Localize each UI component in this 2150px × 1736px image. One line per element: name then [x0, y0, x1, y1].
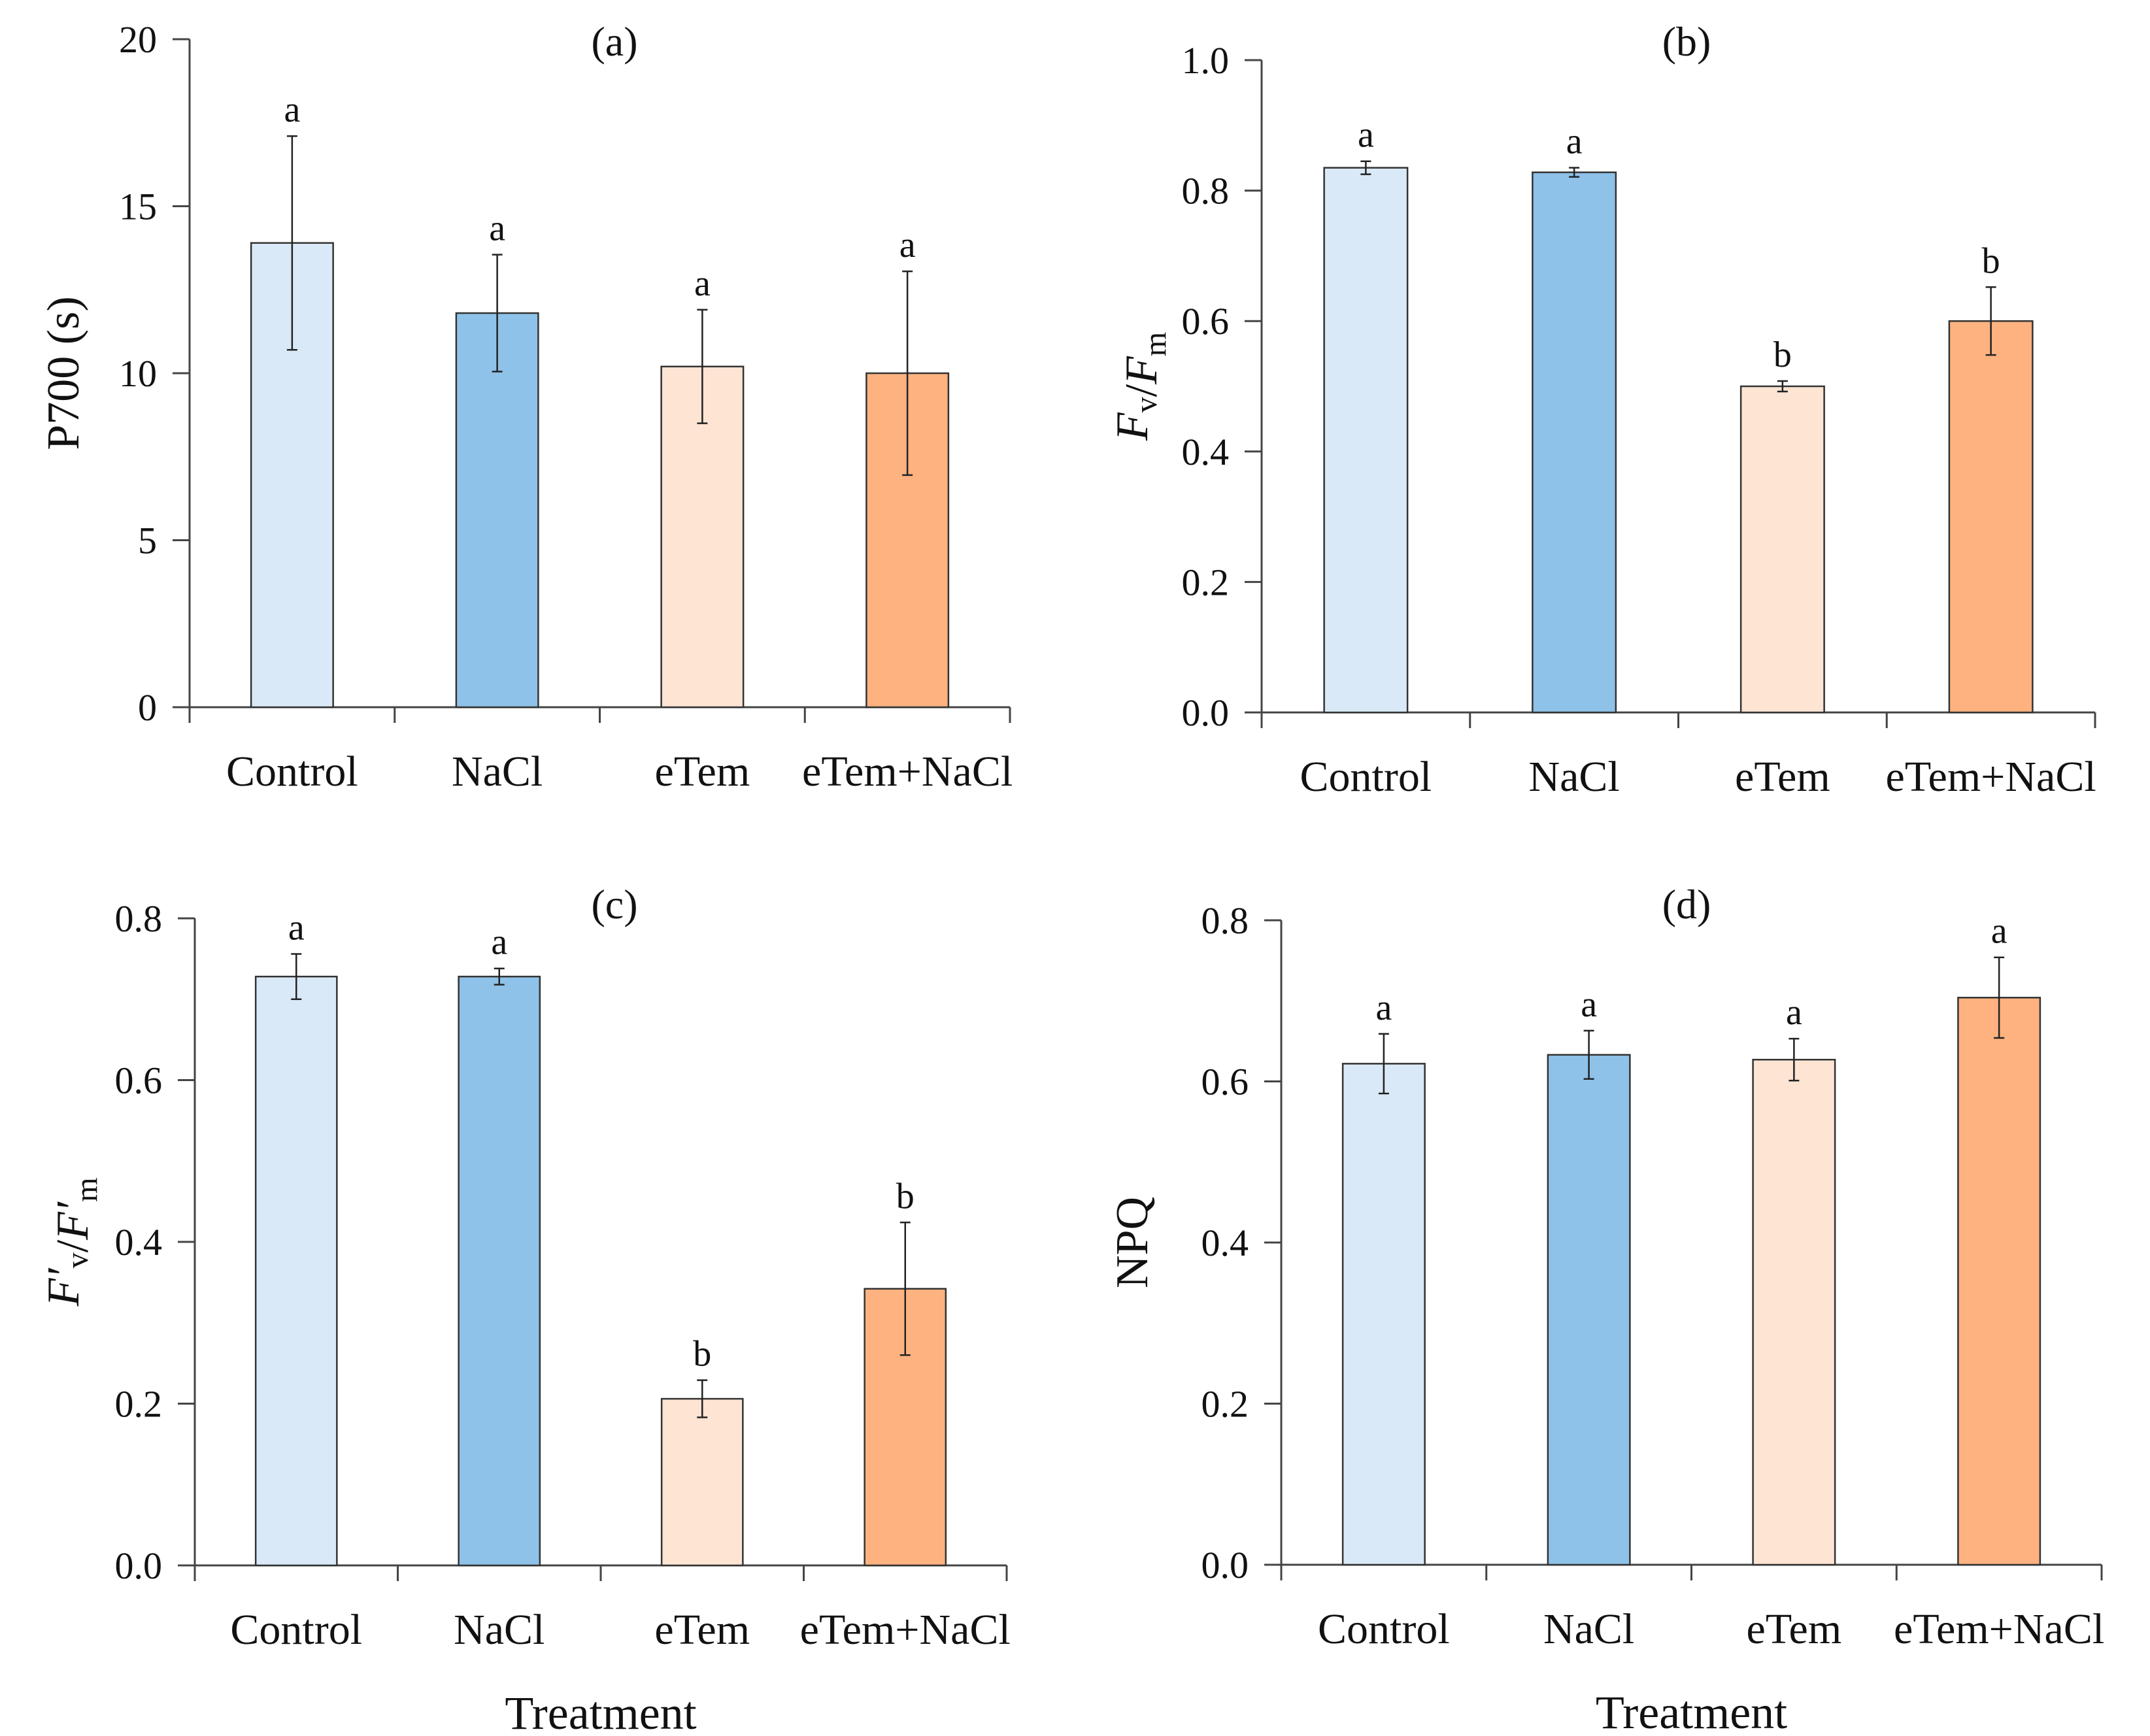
- y-axis-label: Fv/Fm: [1107, 332, 1173, 441]
- bar-etem: [1739, 385, 1825, 714]
- y-tick-label: 0.0: [115, 1544, 163, 1587]
- significance-letter: b: [1982, 241, 2000, 281]
- y-tick-label: 0.6: [1201, 1061, 1249, 1103]
- panel-b: 0.0 0.2 0.4 0.6 0.8 1.0 a Control a NaCl b eTem b eTe…: [1107, 18, 2096, 801]
- x-category-label: NaCl: [1528, 753, 1619, 801]
- x-axis-label: Treatment: [505, 1687, 696, 1736]
- panel-label: (c): [591, 881, 637, 927]
- panel-d: 0.0 0.2 0.4 0.6 0.8 a Control a NaCl a eTem a eTem+N…: [1107, 881, 2104, 1736]
- significance-letter: b: [1773, 335, 1792, 375]
- y-tick-label: 0.4: [1182, 431, 1230, 473]
- x-axis-label: Treatment: [1596, 1686, 1787, 1736]
- panel-label: (b): [1662, 18, 1711, 65]
- significance-letter: a: [1786, 992, 1802, 1033]
- significance-letter: a: [1358, 115, 1374, 156]
- bar-nacl: [1532, 171, 1617, 714]
- x-category-label: eTem+NaCl: [802, 748, 1013, 795]
- bar-etem-nacl: [1948, 320, 2034, 714]
- x-category-label: eTem: [655, 748, 750, 795]
- significance-letter: a: [899, 225, 916, 265]
- bar-control: [254, 975, 338, 1567]
- x-category-label: eTem+NaCl: [800, 1606, 1011, 1654]
- x-category-label: Control: [1318, 1605, 1450, 1653]
- y-tick-label: 0.8: [115, 897, 163, 940]
- significance-letter: a: [284, 90, 300, 130]
- y-tick-label: 5: [138, 520, 157, 562]
- bar-nacl: [458, 975, 541, 1567]
- y-tick-label: 0.2: [115, 1383, 163, 1426]
- significance-letter: a: [1991, 911, 2007, 952]
- significance-letter: b: [896, 1176, 915, 1216]
- y-axis-label: NPQ: [1107, 1197, 1158, 1288]
- panel-c: 0.0 0.2 0.4 0.6 0.8 a Control a NaCl b eTem b eTem+N…: [39, 881, 1011, 1736]
- bar-etem: [1752, 1058, 1836, 1566]
- y-tick-label: 0.0: [1201, 1544, 1249, 1586]
- y-axis-label: P700 (s): [39, 296, 89, 450]
- y-tick-label: 0: [138, 686, 157, 729]
- bar-control: [1341, 1063, 1426, 1566]
- bar-etem: [660, 1397, 744, 1567]
- bar-nacl: [1547, 1054, 1631, 1566]
- significance-letter: a: [489, 209, 505, 249]
- y-tick-label: 0.6: [115, 1060, 163, 1102]
- x-category-label: Control: [230, 1606, 362, 1654]
- significance-letter: b: [693, 1334, 711, 1375]
- y-tick-label: 0.8: [1182, 170, 1230, 212]
- x-category-label: Control: [226, 748, 358, 795]
- panel-label: (d): [1662, 881, 1711, 927]
- significance-letter: a: [288, 907, 305, 948]
- panel-label: (a): [591, 18, 637, 65]
- x-category-label: eTem: [1747, 1605, 1842, 1653]
- bar-nacl: [455, 312, 539, 709]
- y-tick-label: 1.0: [1182, 39, 1230, 82]
- y-tick-label: 0.2: [1182, 561, 1230, 603]
- x-category-label: NaCl: [452, 748, 543, 795]
- bar-control: [1323, 167, 1409, 714]
- y-axis-label: F′v/F′m: [39, 1178, 104, 1307]
- x-category-label: NaCl: [454, 1606, 545, 1654]
- y-tick-label: 0.4: [115, 1221, 163, 1263]
- x-category-label: eTem+NaCl: [1894, 1605, 2104, 1653]
- x-category-label: Control: [1300, 753, 1432, 801]
- significance-letter: a: [1581, 984, 1597, 1025]
- x-category-label: eTem: [1735, 753, 1830, 801]
- panel-a: 0 5 10 15 20 a Control a NaCl a eTem a eTem+NaCl (a) P…: [39, 18, 1013, 795]
- y-tick-label: 0.4: [1201, 1222, 1249, 1264]
- x-category-label: eTem: [654, 1606, 750, 1654]
- x-category-label: eTem+NaCl: [1886, 753, 2096, 801]
- x-category-label: NaCl: [1543, 1605, 1634, 1653]
- significance-letter: a: [1566, 122, 1583, 162]
- significance-letter: a: [491, 922, 507, 963]
- y-tick-label: 0.0: [1182, 692, 1230, 734]
- y-tick-label: 0.2: [1201, 1383, 1249, 1426]
- significance-letter: a: [694, 263, 711, 304]
- y-tick-label: 15: [119, 186, 157, 228]
- y-tick-label: 20: [119, 18, 157, 61]
- y-tick-label: 10: [119, 352, 157, 395]
- y-tick-label: 0.6: [1182, 300, 1230, 342]
- y-tick-label: 0.8: [1201, 899, 1249, 942]
- significance-letter: a: [1375, 988, 1392, 1028]
- bar-etem-nacl: [1957, 997, 2041, 1566]
